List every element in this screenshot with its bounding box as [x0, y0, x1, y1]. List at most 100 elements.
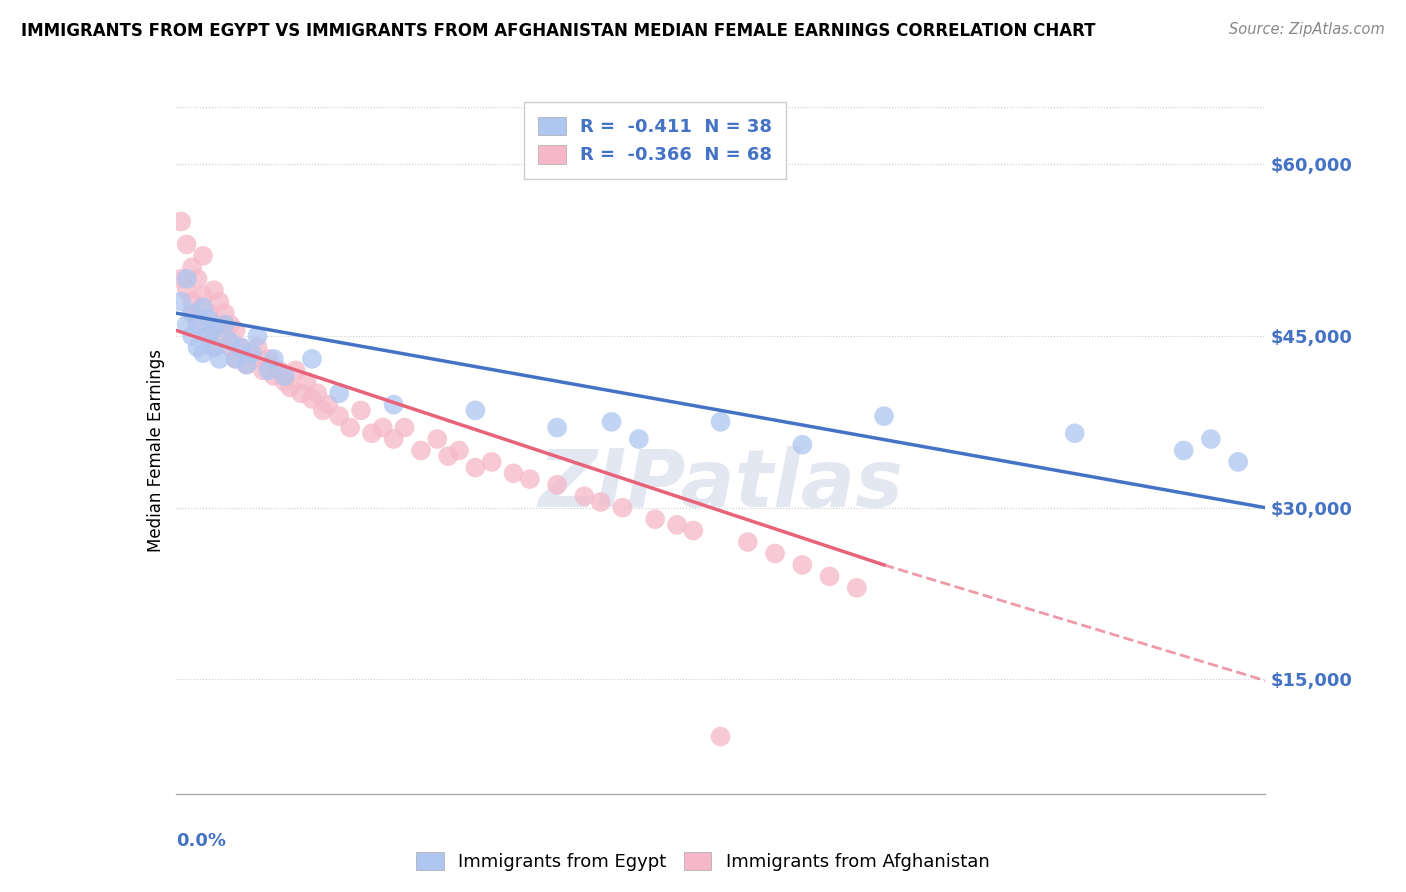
Point — [191, 346, 214, 360]
Point — [197, 329, 219, 343]
Point — [181, 260, 204, 275]
Point — [257, 363, 280, 377]
Point — [328, 409, 350, 424]
Point — [225, 351, 247, 366]
Point — [219, 318, 242, 332]
Point — [382, 432, 405, 446]
Point — [176, 237, 198, 252]
Point — [235, 358, 257, 372]
Point — [269, 363, 291, 377]
Point — [371, 420, 394, 434]
Text: 0.0%: 0.0% — [176, 831, 226, 850]
Point — [284, 363, 307, 377]
Point — [181, 294, 204, 309]
Point — [170, 271, 193, 285]
Point — [231, 340, 253, 354]
Point — [219, 334, 242, 349]
Point — [274, 375, 297, 389]
Point — [181, 306, 204, 320]
Legend: Immigrants from Egypt, Immigrants from Afghanistan: Immigrants from Egypt, Immigrants from A… — [409, 845, 997, 879]
Text: Source: ZipAtlas.com: Source: ZipAtlas.com — [1229, 22, 1385, 37]
Point — [202, 340, 225, 354]
Point — [274, 369, 297, 384]
Point — [464, 403, 486, 417]
Point — [208, 294, 231, 309]
Point — [301, 351, 323, 366]
Point — [257, 351, 280, 366]
Point — [318, 398, 340, 412]
Point — [382, 398, 405, 412]
Point — [231, 340, 253, 354]
Point — [290, 386, 312, 401]
Point — [181, 329, 204, 343]
Point — [240, 351, 263, 366]
Point — [307, 386, 329, 401]
Point — [666, 517, 689, 532]
Point — [176, 318, 198, 332]
Point — [202, 323, 225, 337]
Point — [481, 455, 503, 469]
Y-axis label: Median Female Earnings: Median Female Earnings — [146, 349, 165, 552]
Point — [208, 351, 231, 366]
Point — [246, 340, 269, 354]
Point — [574, 489, 596, 503]
Point — [278, 380, 301, 394]
Point — [301, 392, 323, 406]
Point — [235, 358, 257, 372]
Point — [181, 306, 204, 320]
Point — [519, 472, 541, 486]
Point — [214, 329, 236, 343]
Point — [186, 271, 209, 285]
Point — [214, 306, 236, 320]
Point — [176, 271, 198, 285]
Point — [252, 363, 274, 377]
Point — [202, 283, 225, 297]
Point — [1063, 426, 1085, 441]
Point — [1173, 443, 1195, 458]
Point — [197, 306, 219, 320]
Point — [360, 426, 382, 441]
Point — [219, 340, 242, 354]
Point — [186, 340, 209, 354]
Point — [682, 524, 704, 538]
Point — [1227, 455, 1250, 469]
Point — [437, 449, 460, 463]
Point — [170, 214, 193, 228]
Point — [502, 467, 524, 481]
Point — [191, 301, 214, 315]
Point — [225, 351, 247, 366]
Point — [792, 558, 814, 572]
Point — [197, 329, 219, 343]
Point — [197, 311, 219, 326]
Point — [350, 403, 373, 417]
Point — [263, 351, 285, 366]
Point — [214, 318, 236, 332]
Point — [170, 294, 193, 309]
Point — [186, 318, 209, 332]
Point — [426, 432, 449, 446]
Text: IMMIGRANTS FROM EGYPT VS IMMIGRANTS FROM AFGHANISTAN MEDIAN FEMALE EARNINGS CORR: IMMIGRANTS FROM EGYPT VS IMMIGRANTS FROM… — [21, 22, 1095, 40]
Point — [644, 512, 666, 526]
Point — [409, 443, 432, 458]
Point — [339, 420, 361, 434]
Point — [845, 581, 868, 595]
Point — [191, 249, 214, 263]
Point — [312, 403, 335, 417]
Legend: R =  -0.411  N = 38, R =  -0.366  N = 68: R = -0.411 N = 38, R = -0.366 N = 68 — [524, 103, 786, 179]
Point — [208, 318, 231, 332]
Point — [295, 375, 318, 389]
Point — [447, 443, 470, 458]
Point — [246, 329, 269, 343]
Point — [240, 346, 263, 360]
Point — [763, 546, 786, 561]
Point — [186, 318, 209, 332]
Point — [1199, 432, 1222, 446]
Point — [202, 340, 225, 354]
Point — [176, 283, 198, 297]
Point — [328, 386, 350, 401]
Point — [589, 495, 612, 509]
Point — [546, 478, 568, 492]
Point — [710, 730, 733, 744]
Point — [191, 289, 214, 303]
Point — [818, 569, 841, 583]
